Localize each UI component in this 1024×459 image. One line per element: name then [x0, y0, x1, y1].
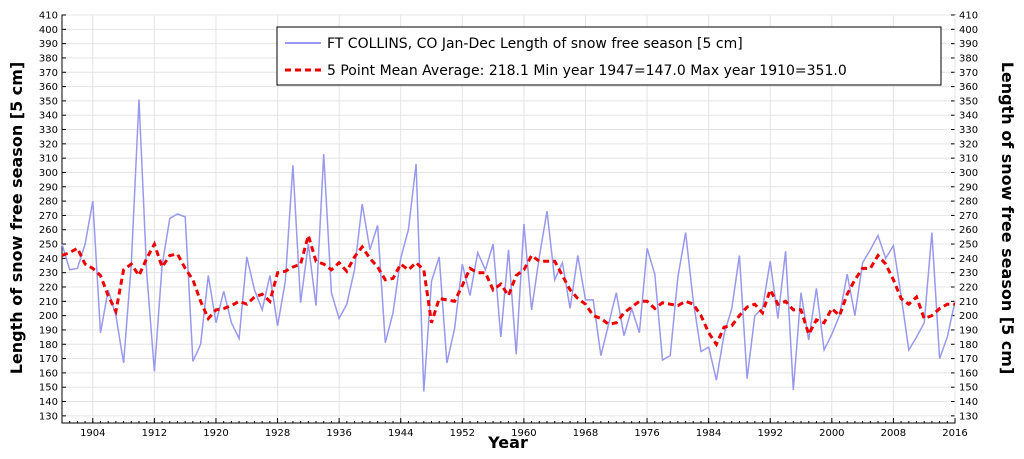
series-line-annual: [61, 99, 956, 392]
y-axis-title-left: Length of snow free season [5 cm]: [7, 62, 26, 375]
y-tick-label-right: 260: [959, 225, 978, 236]
y-tick-label-right: 370: [959, 68, 978, 79]
y-tick-label-left: 250: [39, 240, 58, 251]
y-tick-label-left: 340: [39, 111, 58, 122]
y-tick-label-right: 140: [959, 397, 978, 408]
y-tick-label-left: 330: [39, 125, 58, 136]
y-tick-label-right: 300: [959, 168, 978, 179]
y-tick-labels-left: 130 140 150 160 170 180 190 200 210 220 230 240 250 2…: [39, 11, 58, 423]
legend-label-annual: FT COLLINS, CO Jan-Dec Length of snow fr…: [327, 36, 743, 52]
y-tick-label-left: 370: [39, 68, 58, 79]
y-tick-label-left: 360: [39, 82, 58, 93]
y-tick-label-left: 350: [39, 96, 58, 107]
y-tick-label-left: 240: [39, 254, 58, 265]
y-tick-label-left: 150: [39, 383, 58, 394]
y-tick-label-right: 400: [959, 25, 978, 36]
x-tick-label: 1984: [696, 428, 721, 439]
y-tick-label-left: 140: [39, 397, 58, 408]
y-tick-label-right: 380: [959, 53, 978, 64]
x-tick-label: 1952: [450, 428, 475, 439]
y-tick-label-right: 130: [959, 411, 978, 422]
x-tick-labels: 1904 1912 1920 1928 1936 1944 1952 1960 1968 1976…: [80, 428, 968, 439]
y-tick-labels-right: 130 140 150 160 170 180 190 200 210 220 230 240 250 2…: [959, 11, 978, 423]
y-tick-label-right: 250: [959, 240, 978, 251]
y-tick-label-left: 380: [39, 53, 58, 64]
y-tick-label-left: 210: [39, 297, 58, 308]
y-tick-label-right: 390: [959, 39, 978, 50]
y-tick-label-right: 280: [959, 197, 978, 208]
y-axis-title-right: Length of snow free season [5 cm]: [998, 62, 1017, 375]
y-tick-label-right: 410: [959, 11, 978, 22]
x-tick-label: 1944: [388, 428, 413, 439]
x-tick-label: 1936: [326, 428, 351, 439]
y-tick-label-right: 230: [959, 268, 978, 279]
y-tick-label-left: 180: [39, 340, 58, 351]
y-tick-label-left: 290: [39, 182, 58, 193]
y-tick-label-right: 360: [959, 82, 978, 93]
y-tick-label-left: 230: [39, 268, 58, 279]
y-tick-label-left: 200: [39, 311, 58, 322]
legend-label-mean: 5 Point Mean Average: 218.1 Min year 194…: [327, 63, 847, 79]
x-tick-label: 2008: [881, 428, 906, 439]
x-tick-label: 1968: [573, 428, 598, 439]
y-tick-label-right: 200: [959, 311, 978, 322]
x-tick-label: 1992: [758, 428, 783, 439]
y-tick-label-right: 160: [959, 368, 978, 379]
y-tick-label-left: 310: [39, 154, 58, 165]
y-tick-label-right: 210: [959, 297, 978, 308]
y-tick-label-right: 320: [959, 139, 978, 150]
x-tick-label: 1976: [634, 428, 659, 439]
y-tick-label-right: 290: [959, 182, 978, 193]
y-tick-label-left: 220: [39, 283, 58, 294]
y-tick-label-right: 330: [959, 125, 978, 136]
y-tick-label-right: 190: [959, 325, 978, 336]
y-tick-label-right: 240: [959, 254, 978, 265]
y-tick-label-left: 170: [39, 354, 58, 365]
y-tick-label-right: 180: [959, 340, 978, 351]
y-tick-label-left: 400: [39, 25, 58, 36]
y-tick-label-left: 130: [39, 411, 58, 422]
y-tick-label-right: 150: [959, 383, 978, 394]
y-tick-label-right: 310: [959, 154, 978, 165]
y-tick-label-left: 390: [39, 39, 58, 50]
y-tick-label-right: 350: [959, 96, 978, 107]
y-tick-label-left: 160: [39, 368, 58, 379]
series-line-5pt-mean: [61, 230, 955, 348]
y-tick-label-left: 190: [39, 325, 58, 336]
x-axis-title: Year: [487, 433, 528, 452]
y-tick-label-right: 340: [959, 111, 978, 122]
x-tick-label: 1960: [511, 428, 536, 439]
y-tick-label-left: 410: [39, 11, 58, 22]
y-tick-label-left: 270: [39, 211, 58, 222]
y-tick-label-left: 260: [39, 225, 58, 236]
x-tick-label: 2000: [819, 428, 844, 439]
y-tick-label-left: 300: [39, 168, 58, 179]
x-tick-label: 1920: [203, 428, 228, 439]
y-tick-label-left: 280: [39, 197, 58, 208]
series-lines: [61, 99, 956, 392]
y-tick-label-right: 220: [959, 283, 978, 294]
legend: FT COLLINS, CO Jan-Dec Length of snow fr…: [276, 26, 942, 86]
y-tick-label-right: 170: [959, 354, 978, 365]
x-tick-label: 1928: [265, 428, 290, 439]
x-tick-label: 2016: [942, 428, 967, 439]
x-tick-label: 1912: [142, 428, 167, 439]
legend-box: [276, 26, 942, 86]
x-tick-label: 1904: [80, 428, 105, 439]
y-tick-label-left: 320: [39, 139, 58, 150]
y-tick-label-right: 270: [959, 211, 978, 222]
